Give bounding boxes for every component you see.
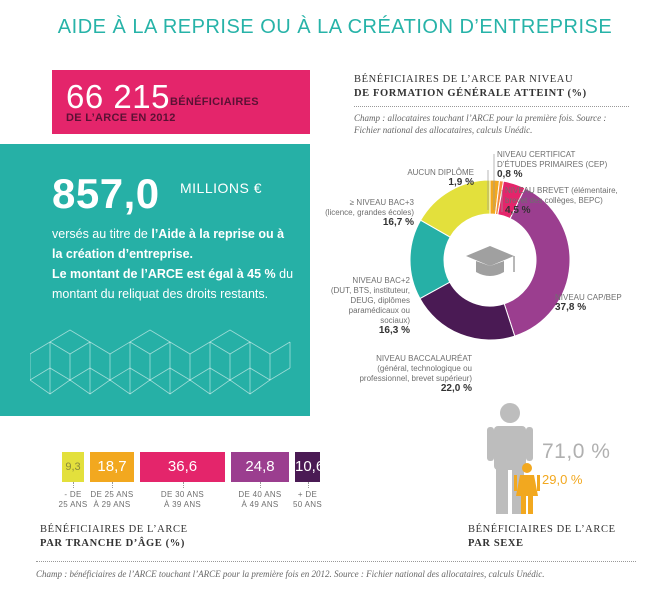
age-label-4: + DE 50 ANS — [293, 490, 322, 509]
female-value: 29,0 % — [542, 472, 583, 487]
amount-value: 857,0 — [52, 170, 160, 217]
amount-description: versés au titre de l’Aide à la reprise o… — [52, 227, 294, 301]
label-aucun: AUCUN DIPLÔME 1,9 % — [407, 168, 474, 188]
footer-note: Champ : bénéficiaires de l’ARCE touchant… — [36, 569, 545, 579]
label-bac: NIVEAU BACCALAURÉAT (général, technologi… — [359, 354, 472, 394]
page-title: AIDE À LA REPRISE OU À LA CRÉATION D’ENT… — [57, 16, 613, 38]
age-bar-1: 18,7 — [90, 452, 134, 482]
education-title-1: BÉNÉFICIAIRES DE L’ARCE PAR NIVEAU — [354, 74, 574, 85]
amount-unit: MILLIONS € — [180, 180, 263, 196]
age-bar-4: 10,6 — [295, 452, 324, 482]
age-tick-0 — [73, 482, 74, 488]
female-figure-icon — [514, 463, 540, 514]
label-cep: NIVEAU CERTIFICAT D’ÉTUDES PRIMAIRES (CE… — [497, 150, 608, 180]
age-label-3: DE 40 ANS À 49 ANS — [238, 490, 282, 509]
donut-slice-3 — [503, 187, 571, 337]
age-tick-2 — [182, 482, 184, 488]
age-bar-2: 36,6 — [140, 452, 225, 482]
divider — [354, 106, 629, 107]
age-label-0: - DE 25 ANS — [58, 490, 88, 509]
label-bac2: NIVEAU BAC+2 (DUT, BTS, instituteur, DEU… — [330, 276, 410, 336]
age-tick-1 — [112, 482, 113, 488]
decorative-geometric-pattern — [30, 329, 291, 395]
label-bac3: ≥ NIVEAU BAC+3 (licence, grandes écoles)… — [325, 198, 414, 228]
beneficiaries-label-2: DE L’ARCE EN 2012 — [66, 112, 176, 124]
sex-title-2: PAR SEXE — [468, 538, 524, 549]
amount-box: 857,0 MILLIONS € versés au titre de l’Ai… — [0, 144, 310, 416]
sex-title-1: BÉNÉFICIAIRES DE L’ARCE — [468, 524, 616, 535]
beneficiaries-number: 66 215 — [66, 78, 170, 115]
footer-divider — [36, 561, 636, 562]
education-title-2: DE FORMATION GÉNÉRALE ATTEINT (%) — [354, 88, 587, 99]
age-label-1: DE 25 ANS À 29 ANS — [90, 490, 134, 509]
label-brevet: NIVEAU BREVET (élémentaire, brevet des c… — [505, 186, 618, 216]
label-cap: NIVEAU CAP/BEP 37,8 % — [555, 293, 622, 313]
age-tick-3 — [260, 482, 261, 488]
beneficiaries-box: 66 215 BÉNÉFICIAIRES DE L’ARCE EN 2012 — [52, 70, 310, 134]
male-value: 71,0 % — [542, 440, 611, 463]
age-title-1: BÉNÉFICIAIRES DE L’ARCE — [40, 524, 188, 535]
beneficiaries-label-1: BÉNÉFICIAIRES — [170, 96, 259, 108]
graduation-cap-icon — [466, 246, 515, 276]
age-label-2: DE 30 ANS À 39 ANS — [160, 490, 205, 509]
age-title-2: PAR TRANCHE D’ÂGE (%) — [40, 538, 185, 549]
age-bar-0: 9,3 — [62, 452, 84, 482]
education-note: Champ : allocataires touchant l’ARCE pou… — [354, 113, 607, 135]
donut-slice-6 — [419, 179, 491, 238]
age-tick-4 — [307, 482, 309, 488]
education-donut-chart — [409, 179, 571, 341]
age-bar-3: 24,8 — [231, 452, 289, 482]
